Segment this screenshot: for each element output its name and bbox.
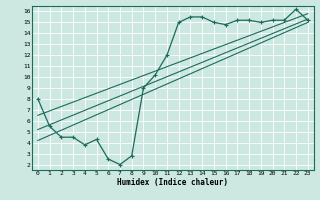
X-axis label: Humidex (Indice chaleur): Humidex (Indice chaleur) bbox=[117, 178, 228, 187]
